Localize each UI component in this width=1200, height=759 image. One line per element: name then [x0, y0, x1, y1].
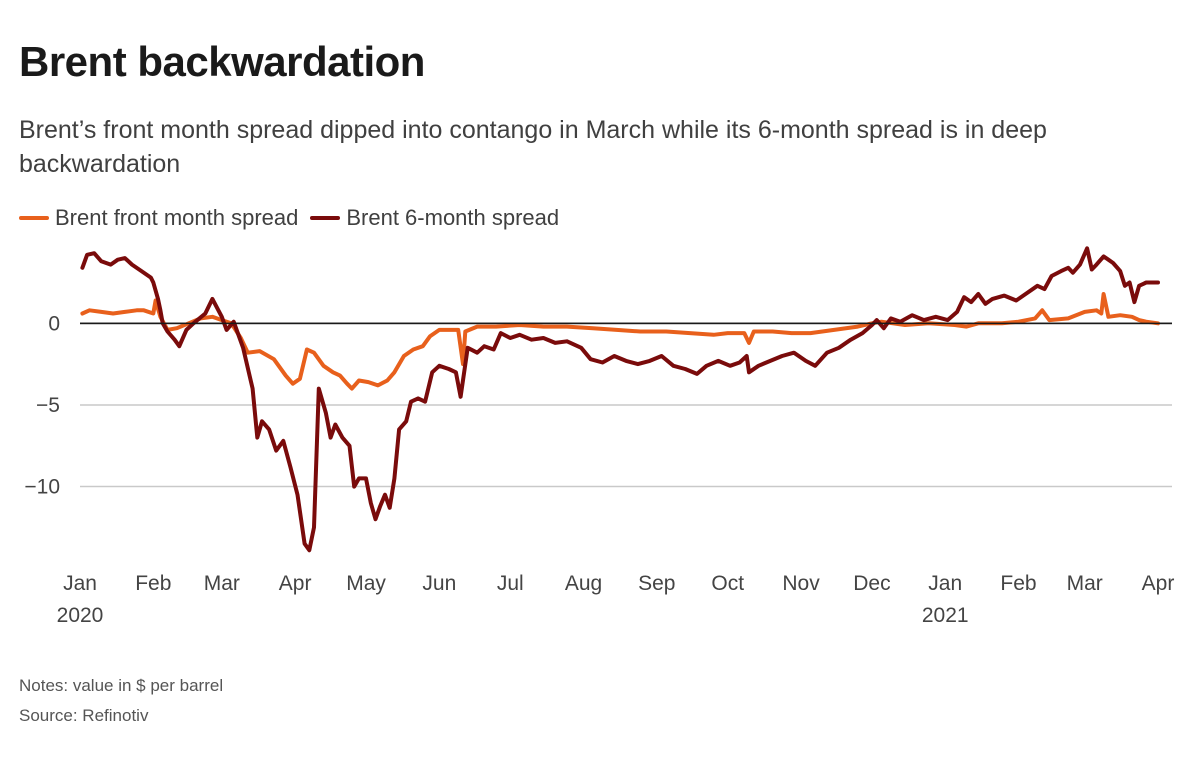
- series-line-six-month: [80, 246, 1160, 553]
- x-tick-label: Feb: [135, 572, 171, 595]
- series-line-front-month: [80, 292, 1160, 391]
- y-tick-label: −5: [36, 394, 60, 417]
- legend-item-six-month: Brent 6-month spread: [310, 205, 559, 231]
- x-tick-label: Jul: [497, 572, 524, 595]
- x-axis-ticks: Jan 2020 Feb Mar Apr May Jun Jul Aug Sep Oct Nov Dec…: [57, 572, 1175, 627]
- x-tick-label: Oct: [711, 572, 744, 595]
- legend-item-front-month: Brent front month spread: [19, 205, 298, 231]
- x-tick-label: Jan: [63, 572, 97, 595]
- legend-swatch-front-month: [19, 216, 49, 220]
- y-axis-ticks: 0 −5 −10: [24, 312, 60, 498]
- legend-label-front-month: Brent front month spread: [55, 205, 299, 230]
- x-tick-label: Apr: [1142, 572, 1175, 595]
- chart-notes: Notes: value in $ per barrel: [19, 676, 224, 695]
- series-lines: [80, 246, 1160, 553]
- x-tick-year-label: 2020: [57, 604, 104, 627]
- y-tick-label: −10: [24, 476, 60, 499]
- legend-swatch-six-month: [310, 216, 341, 220]
- x-tick-label: Mar: [204, 572, 240, 595]
- chart-title: Brent backwardation: [19, 38, 425, 85]
- y-tick-label: 0: [48, 312, 60, 335]
- legend: Brent front month spread Brent 6-month s…: [19, 203, 571, 233]
- x-tick-label: Jan: [928, 572, 962, 595]
- x-tick-label: Feb: [1000, 572, 1036, 595]
- chart-source: Source: Refinotiv: [19, 706, 149, 725]
- chart-subtitle: Brent’s front month spread dipped into c…: [19, 116, 1047, 178]
- x-tick-label: Apr: [279, 572, 312, 595]
- legend-label-six-month: Brent 6-month spread: [346, 205, 560, 230]
- x-tick-label: Nov: [782, 572, 820, 595]
- x-tick-label: Dec: [853, 572, 890, 595]
- x-tick-label: Mar: [1067, 572, 1103, 595]
- x-tick-label: Jun: [422, 572, 456, 595]
- x-tick-label: Sep: [638, 572, 675, 595]
- x-tick-label: Aug: [565, 572, 602, 595]
- x-tick-year-label: 2021: [922, 604, 969, 627]
- x-tick-label: May: [346, 572, 386, 595]
